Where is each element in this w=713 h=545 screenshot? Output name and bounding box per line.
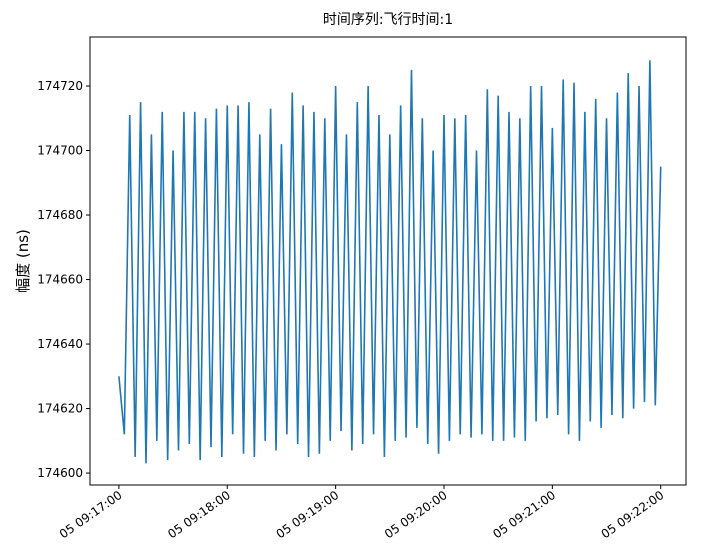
y-tick-label: 174640 xyxy=(37,337,83,351)
x-tick-label: 05 09:18:00 xyxy=(165,488,233,541)
x-tick-label: 05 09:20:00 xyxy=(382,488,450,541)
y-tick-label: 174680 xyxy=(37,208,83,222)
x-tick-label: 05 09:22:00 xyxy=(599,488,667,541)
y-tick-label: 174700 xyxy=(37,144,83,158)
x-tick-label: 05 09:21:00 xyxy=(490,488,558,541)
chart-title: 时间序列:飞行时间:1 xyxy=(323,12,453,28)
series-line xyxy=(118,60,662,464)
y-axis-label: 幅度 (ns) xyxy=(14,229,32,293)
plot-frame xyxy=(89,36,687,486)
y-tick-label: 174600 xyxy=(37,466,83,480)
y-tick-label: 174660 xyxy=(37,273,83,287)
x-tick-label: 05 09:19:00 xyxy=(274,488,342,541)
x-tick-label: 05 09:17:00 xyxy=(57,488,125,541)
y-tick-label: 174720 xyxy=(37,79,83,93)
y-tick-label: 174620 xyxy=(37,402,83,416)
